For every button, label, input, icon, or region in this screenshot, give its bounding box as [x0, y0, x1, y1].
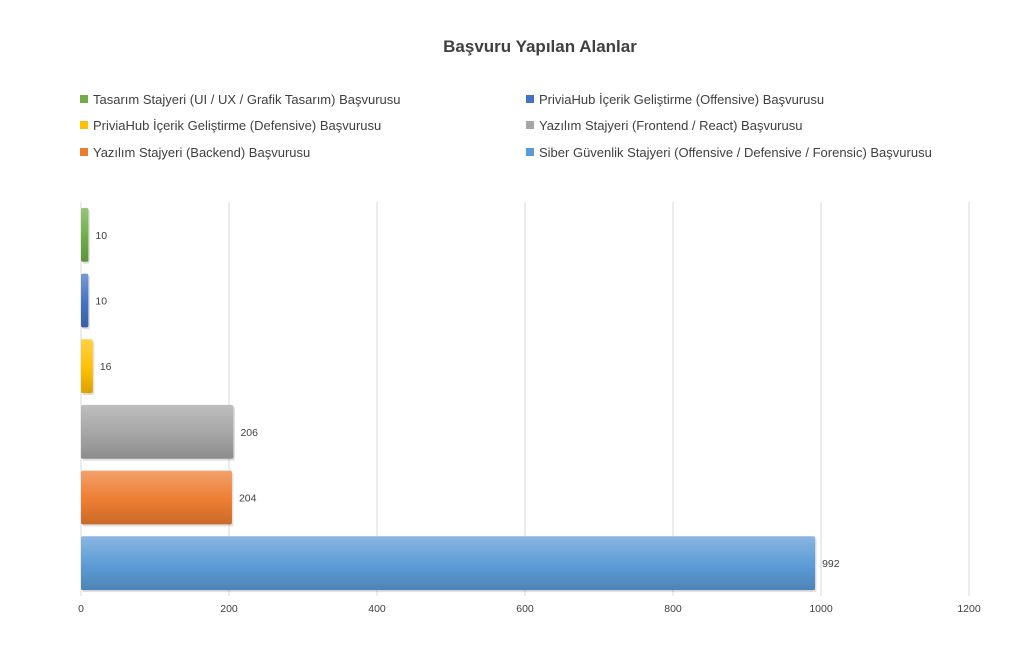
legend-label-5: Siber Güvenlik Stajyeri (Offensive / Def…: [539, 145, 932, 160]
data-label-2: 16: [100, 361, 112, 373]
bar-1: [81, 273, 89, 328]
legend-swatch-4: [80, 148, 88, 156]
data-label-4: 204: [239, 493, 257, 505]
x-axis-ticks: 0 200 400 600 800 1000 1200: [78, 603, 981, 615]
legend-swatch-5: [526, 148, 534, 156]
legend-swatch-3: [526, 121, 534, 129]
legend-label-1: PriviaHub İçerik Geliştirme (Offensive) …: [539, 92, 824, 107]
gridlines: [80, 202, 970, 596]
legend-swatch-2: [80, 121, 88, 129]
bar-3: [81, 404, 234, 459]
bar-5: [81, 536, 816, 591]
chart-title: Başvuru Yapılan Alanlar: [443, 37, 637, 56]
x-tick-label-1: 200: [220, 603, 238, 615]
x-tick-label-0: 0: [78, 603, 84, 615]
legend-label-3: Yazılım Stajyeri (Frontend / React) Başv…: [539, 118, 802, 133]
bars: 10 10 16 206 204 992: [81, 207, 840, 593]
data-label-0: 10: [95, 230, 107, 242]
legend-swatch-1: [526, 95, 534, 103]
x-tick-label-3: 600: [516, 603, 534, 615]
legend-label-0: Tasarım Stajyeri (UI / UX / Grafik Tasar…: [93, 92, 401, 107]
data-label-1: 10: [95, 296, 107, 308]
data-label-3: 206: [240, 427, 258, 439]
x-tick-label-5: 1000: [809, 603, 833, 615]
legend: Tasarım Stajyeri (UI / UX / Grafik Tasar…: [80, 92, 932, 160]
x-tick-label-6: 1200: [957, 603, 981, 615]
bar-0: [81, 207, 89, 262]
data-label-5: 992: [822, 558, 840, 570]
bar-2: [81, 339, 93, 394]
legend-label-2: PriviaHub İçerik Geliştirme (Defensive) …: [93, 118, 381, 133]
legend-label-4: Yazılım Stajyeri (Backend) Başvurusu: [93, 145, 310, 160]
x-tick-label-2: 400: [368, 603, 386, 615]
legend-swatch-0: [80, 95, 88, 103]
bar-4: [81, 470, 232, 525]
x-tick-label-4: 800: [664, 603, 682, 615]
